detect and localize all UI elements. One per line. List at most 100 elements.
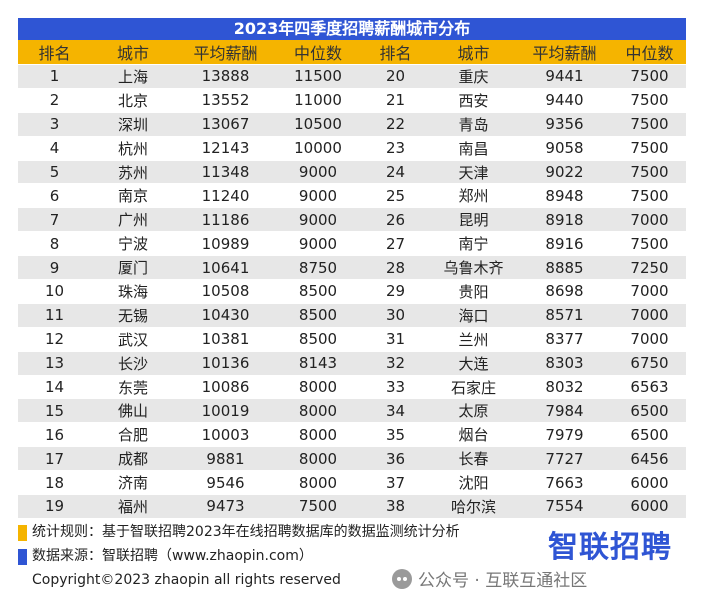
blue-marker xyxy=(18,549,27,565)
cell-median: 11000 xyxy=(276,88,360,113)
cell-average-salary: 13888 xyxy=(175,64,276,89)
cell-rank: 13 xyxy=(18,351,91,376)
wechat-icon xyxy=(392,568,412,589)
cell-rank: 31 xyxy=(360,327,431,352)
cell-city: 佛山 xyxy=(91,398,175,424)
table-row: 17 成都 9881 8000 36 长春 7727 6456 xyxy=(18,446,686,472)
cell-average-salary: 8032 xyxy=(516,375,613,400)
cell-city: 沈阳 xyxy=(431,470,516,496)
cell-average-salary: 9473 xyxy=(175,494,276,519)
table-row: 12 武汉 10381 8500 31 兰州 8377 7000 xyxy=(18,327,686,352)
cell-median: 7500 xyxy=(613,64,686,89)
cell-city: 西安 xyxy=(431,88,516,113)
cell-rank: 9 xyxy=(18,255,91,281)
cell-average-salary: 9356 xyxy=(516,112,613,137)
cell-rank: 7 xyxy=(18,207,91,233)
cell-median: 6750 xyxy=(613,351,686,376)
cell-median: 10000 xyxy=(276,136,360,161)
cell-average-salary: 9022 xyxy=(516,160,613,185)
method-text: 统计规则：基于智联招聘2023年在线招聘数据库的数据监测统计分析 xyxy=(32,524,460,540)
cell-rank: 38 xyxy=(360,494,431,519)
cell-city: 石家庄 xyxy=(431,375,516,400)
cell-average-salary: 8303 xyxy=(516,351,613,376)
cell-city: 成都 xyxy=(91,446,175,472)
cell-city: 海口 xyxy=(431,303,516,328)
cell-rank: 25 xyxy=(360,183,431,209)
cell-city: 青岛 xyxy=(431,112,516,137)
cell-city: 昆明 xyxy=(431,207,516,233)
cell-average-salary: 8885 xyxy=(516,255,613,281)
cell-city: 无锡 xyxy=(91,303,175,328)
cell-median: 7500 xyxy=(613,112,686,137)
cell-average-salary: 8918 xyxy=(516,207,613,233)
cell-average-salary: 10641 xyxy=(175,255,276,281)
cell-city: 兰州 xyxy=(431,327,516,352)
cell-median: 8000 xyxy=(276,446,360,472)
cell-median: 6000 xyxy=(613,470,686,496)
cell-rank: 3 xyxy=(18,112,91,137)
cell-average-salary: 8698 xyxy=(516,279,613,304)
cell-average-salary: 8916 xyxy=(516,231,613,257)
header-median: 中位数 xyxy=(276,40,360,65)
cell-rank: 26 xyxy=(360,207,431,233)
table-row: 13 长沙 10136 8143 32 大连 8303 6750 xyxy=(18,351,686,376)
cell-rank: 6 xyxy=(18,183,91,209)
cell-city: 合肥 xyxy=(91,422,175,448)
cell-median: 6500 xyxy=(613,398,686,424)
table-row: 2 北京 13552 11000 21 西安 9440 7500 xyxy=(18,88,686,113)
cell-rank: 1 xyxy=(18,64,91,89)
cell-city: 郑州 xyxy=(431,183,516,209)
cell-average-salary: 7663 xyxy=(516,470,613,496)
table-row: 18 济南 9546 8000 37 沈阳 7663 6000 xyxy=(18,470,686,496)
cell-rank: 23 xyxy=(360,136,431,161)
cell-rank: 11 xyxy=(18,303,91,328)
cell-median: 9000 xyxy=(276,231,360,257)
cell-median: 8000 xyxy=(276,375,360,400)
cell-median: 6500 xyxy=(613,422,686,448)
cell-average-salary: 10430 xyxy=(175,303,276,328)
cell-rank: 37 xyxy=(360,470,431,496)
cell-city: 南京 xyxy=(91,183,175,209)
cell-city: 上海 xyxy=(91,64,175,89)
cell-median: 8500 xyxy=(276,303,360,328)
cell-average-salary: 7727 xyxy=(516,446,613,472)
cell-rank: 35 xyxy=(360,422,431,448)
table-row: 8 宁波 10989 9000 27 南宁 8916 7500 xyxy=(18,231,686,257)
cell-average-salary: 9546 xyxy=(175,470,276,496)
cell-median: 7500 xyxy=(276,494,360,519)
cell-city: 长春 xyxy=(431,446,516,472)
cell-city: 珠海 xyxy=(91,279,175,304)
cell-average-salary: 10019 xyxy=(175,398,276,424)
cell-city: 东莞 xyxy=(91,375,175,400)
cell-city: 哈尔滨 xyxy=(431,494,516,519)
salary-table: 排名 城市 平均薪酬 中位数 排名 城市 平均薪酬 中位数 1 上海 13888 11… xyxy=(18,40,686,519)
cell-rank: 27 xyxy=(360,231,431,257)
cell-city: 北京 xyxy=(91,88,175,113)
cell-median: 8000 xyxy=(276,470,360,496)
cell-rank: 24 xyxy=(360,160,431,185)
cell-median: 8500 xyxy=(276,279,360,304)
wechat-watermark: 公众号 · 互联互通社区 xyxy=(392,566,587,591)
cell-median: 11500 xyxy=(276,64,360,89)
cell-average-salary: 8571 xyxy=(516,303,613,328)
header-city: 城市 xyxy=(91,40,175,65)
yellow-marker xyxy=(18,525,27,541)
cell-average-salary: 9441 xyxy=(516,64,613,89)
cell-city: 深圳 xyxy=(91,112,175,137)
table-title: 2023年四季度招聘薪酬城市分布 xyxy=(18,18,686,40)
cell-rank: 36 xyxy=(360,446,431,472)
cell-city: 广州 xyxy=(91,207,175,233)
cell-city: 福州 xyxy=(91,494,175,519)
cell-average-salary: 12143 xyxy=(175,136,276,161)
table-row: 1 上海 13888 11500 20 重庆 9441 7500 xyxy=(18,64,686,89)
table-row: 7 广州 11186 9000 26 昆明 8918 7000 xyxy=(18,207,686,233)
table-header-row: 排名 城市 平均薪酬 中位数 排名 城市 平均薪酬 中位数 xyxy=(18,40,686,65)
cell-rank: 22 xyxy=(360,112,431,137)
cell-rank: 29 xyxy=(360,279,431,304)
cell-median: 6456 xyxy=(613,446,686,472)
cell-rank: 2 xyxy=(18,88,91,113)
cell-average-salary: 11240 xyxy=(175,183,276,209)
cell-rank: 15 xyxy=(18,398,91,424)
cell-city: 南昌 xyxy=(431,136,516,161)
table-row: 3 深圳 13067 10500 22 青岛 9356 7500 xyxy=(18,112,686,137)
